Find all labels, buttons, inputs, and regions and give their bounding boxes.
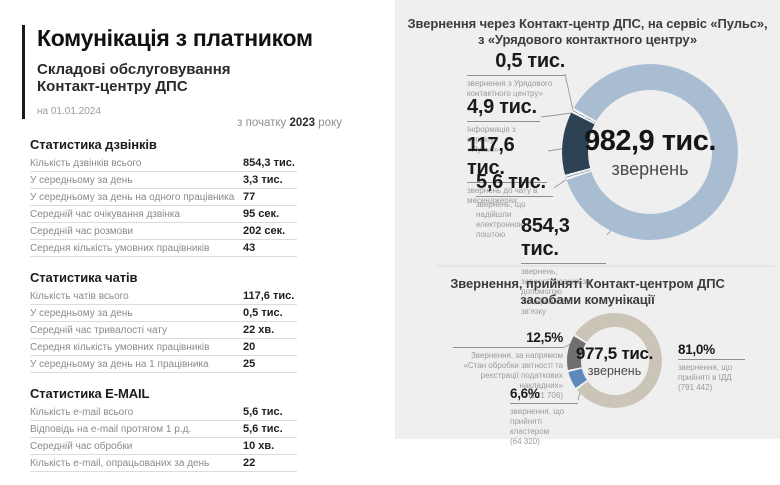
table-row: Середній час обробки 10 хв. xyxy=(30,438,297,455)
table-row: У середньому за день 3,3 тис. xyxy=(30,172,297,189)
callout-value: 117,6 тис. xyxy=(467,134,547,183)
callout-chat: 117,6 тис. звернень до чату в месенджера… xyxy=(467,134,547,206)
table-row: Кількість e-mail всього 5,6 тис. xyxy=(30,404,297,421)
row-label: Кількість дзвінків всього xyxy=(30,158,142,169)
row-label: У середньому за день на одного працівник… xyxy=(30,192,235,203)
callout-reporting-status: 12,5% Звернення, за напрямом «Стан оброб… xyxy=(453,330,563,401)
row-value: 0,5 тис. xyxy=(243,307,283,319)
row-value: 5,6 тис. xyxy=(243,406,283,418)
section-title-calls: Статистика дзвінків xyxy=(30,137,157,152)
total-value: 982,9 тис. xyxy=(584,124,716,157)
stats-section-calls: Статистика дзвінків Кількість дзвінків в… xyxy=(30,137,297,257)
row-label: Кількість чатів всього xyxy=(30,291,129,302)
row-value: 95 сек. xyxy=(243,208,280,220)
donut-center-label: 982,9 тис. звернень xyxy=(562,64,738,240)
right-panel: Звернення через Контакт-центр ДПС, на се… xyxy=(395,0,780,446)
stats-section-chats: Статистика чатів Кількість чатів всього 1… xyxy=(30,270,297,373)
callout-value: 12,5% xyxy=(453,330,563,348)
page-title: Комунікація з платником xyxy=(37,25,313,51)
table-row: Середній час очікування дзвінка 95 сек. xyxy=(30,206,297,223)
row-label: Середній час розмови xyxy=(30,226,134,237)
donut-chart-communication-means: 977,5 тис. звернень xyxy=(567,313,662,408)
row-label: Середня кількість умовних працівників xyxy=(30,243,210,254)
table-row: Середня кількість умовних працівників 43 xyxy=(30,240,297,257)
row-label: У середньому за день на 1 працівника xyxy=(30,359,209,370)
callout-desc: звернень до чату в месенджерах xyxy=(467,186,538,205)
callout-phone: 854,3 тис. звернень, зареєстрованих за д… xyxy=(521,215,606,317)
table-row: Кількість e-mail, опрацьованих за день 22 xyxy=(30,455,297,472)
row-value: 77 xyxy=(243,191,256,203)
as-of-date: на 01.01.2024 xyxy=(37,105,101,117)
top-chart-title: Звернення через Контакт-центр ДПС, на се… xyxy=(407,16,768,48)
donut-chart-channels: 982,9 тис. звернень xyxy=(562,64,738,240)
title-block: Комунікація з платником Складові обслуго… xyxy=(22,25,352,119)
total-value: 977,5 тис. xyxy=(575,343,654,363)
callout-ucc: 0,5 тис. звернення з Урядового контактно… xyxy=(467,50,565,99)
row-label: Середній час тривалості чату xyxy=(30,325,168,336)
row-label: Кількість e-mail, опрацьованих за день xyxy=(30,458,210,469)
row-label: Середній час обробки xyxy=(30,441,133,452)
callout-desc: Інформація з сервісу «Пульс» xyxy=(467,125,516,154)
callout-value: 5,6 тис. xyxy=(476,171,553,197)
table-row: Кількість дзвінків всього 854,3 тис. xyxy=(30,155,297,172)
infographic-slide: Комунікація з платником Складові обслуго… xyxy=(0,0,780,472)
period-suffix: року xyxy=(315,117,342,129)
stats-tables: Статистика дзвінків Кількість дзвінків в… xyxy=(30,137,297,485)
callout-desc: звернень, що надійшли електронною поштою xyxy=(476,200,526,239)
section-title-chats: Статистика чатів xyxy=(30,270,138,285)
callout-email: 5,6 тис. звернень, що надійшли електронн… xyxy=(476,171,553,240)
table-row: Відповідь на e-mail протягом 1 р.д. 5,6 т… xyxy=(30,421,297,438)
table-row: Середній час розмови 202 сек. xyxy=(30,223,297,240)
callout-value: 81,0% xyxy=(678,342,745,360)
period-prefix: з початку xyxy=(237,117,290,129)
callout-value: 4,9 тис. xyxy=(467,96,540,122)
row-value: 202 сек. xyxy=(243,225,286,237)
section-title-email: Статистика E-MAIL xyxy=(30,386,150,401)
row-label: Середня кількість умовних працівників xyxy=(30,342,210,353)
table-row: Кількість чатів всього 117,6 тис. xyxy=(30,288,297,305)
callout-puls: 4,9 тис. Інформація з сервісу «Пульс» xyxy=(467,96,540,155)
callout-desc: звернень, зареєстрованих за допомогою те… xyxy=(521,267,591,316)
callout-desc: звернення з Урядового контактного центру… xyxy=(467,79,553,98)
callout-desc: звернення, що прийняті кластером (64 320… xyxy=(510,407,565,446)
table-row: Середня кількість умовних працівників 20 xyxy=(30,339,297,356)
donut-hole xyxy=(588,90,712,214)
table-row: Середній час тривалості чату 22 хв. xyxy=(30,322,297,339)
donut-center-label: 977,5 тис. звернень xyxy=(567,313,662,408)
row-value: 22 xyxy=(243,457,256,469)
stats-section-email: Статистика E-MAIL Кількість e-mail всьог… xyxy=(30,386,297,472)
row-value: 854,3 тис. xyxy=(243,157,295,169)
donut-hole xyxy=(580,326,649,395)
row-label: Кількість e-mail всього xyxy=(30,407,134,418)
row-value: 22 хв. xyxy=(243,324,275,336)
row-value: 5,6 тис. xyxy=(243,423,283,435)
row-value: 25 xyxy=(243,358,256,370)
callout-value: 854,3 тис. xyxy=(521,215,606,264)
row-value: 20 xyxy=(243,341,256,353)
callout-desc: звернення, що прийняті в ІДД (791 442) xyxy=(678,363,733,392)
callout-idd: 81,0% звернення, що прийняті в ІДД (791 … xyxy=(678,342,745,393)
period-year: 2023 xyxy=(289,117,316,129)
table-row: У середньому за день на 1 працівника 25 xyxy=(30,356,297,373)
left-panel: Комунікація з платником Складові обслуго… xyxy=(0,0,395,472)
row-label: Середній час очікування дзвінка xyxy=(30,209,181,220)
row-value: 10 хв. xyxy=(243,440,275,452)
row-label: У середньому за день xyxy=(30,308,133,319)
row-value: 117,6 тис. xyxy=(243,290,295,302)
total-caption: звернень xyxy=(611,158,689,179)
page-subtitle: Складові обслуговування Контакт-центру Д… xyxy=(37,61,231,96)
callout-value: 0,5 тис. xyxy=(467,50,565,76)
row-label: Відповідь на e-mail протягом 1 р.д. xyxy=(30,424,192,435)
table-row: У середньому за день 0,5 тис. xyxy=(30,305,297,322)
row-value: 43 xyxy=(243,242,256,254)
row-value: 3,3 тис. xyxy=(243,174,283,186)
period-note: з початку 2023 року xyxy=(180,117,342,129)
callout-cluster: 6,6% звернення, що прийняті кластером (6… xyxy=(510,386,578,447)
callout-value: 6,6% xyxy=(510,386,578,404)
bottom-chart-title: Звернення, прийняті Контакт-центром ДПС … xyxy=(450,276,725,308)
callout-desc: Звернення, за напрямом «Стан обробки зві… xyxy=(463,351,563,400)
total-caption: звернень xyxy=(587,363,642,378)
row-label: У середньому за день xyxy=(30,175,133,186)
table-row: У середньому за день на одного працівник… xyxy=(30,189,297,206)
